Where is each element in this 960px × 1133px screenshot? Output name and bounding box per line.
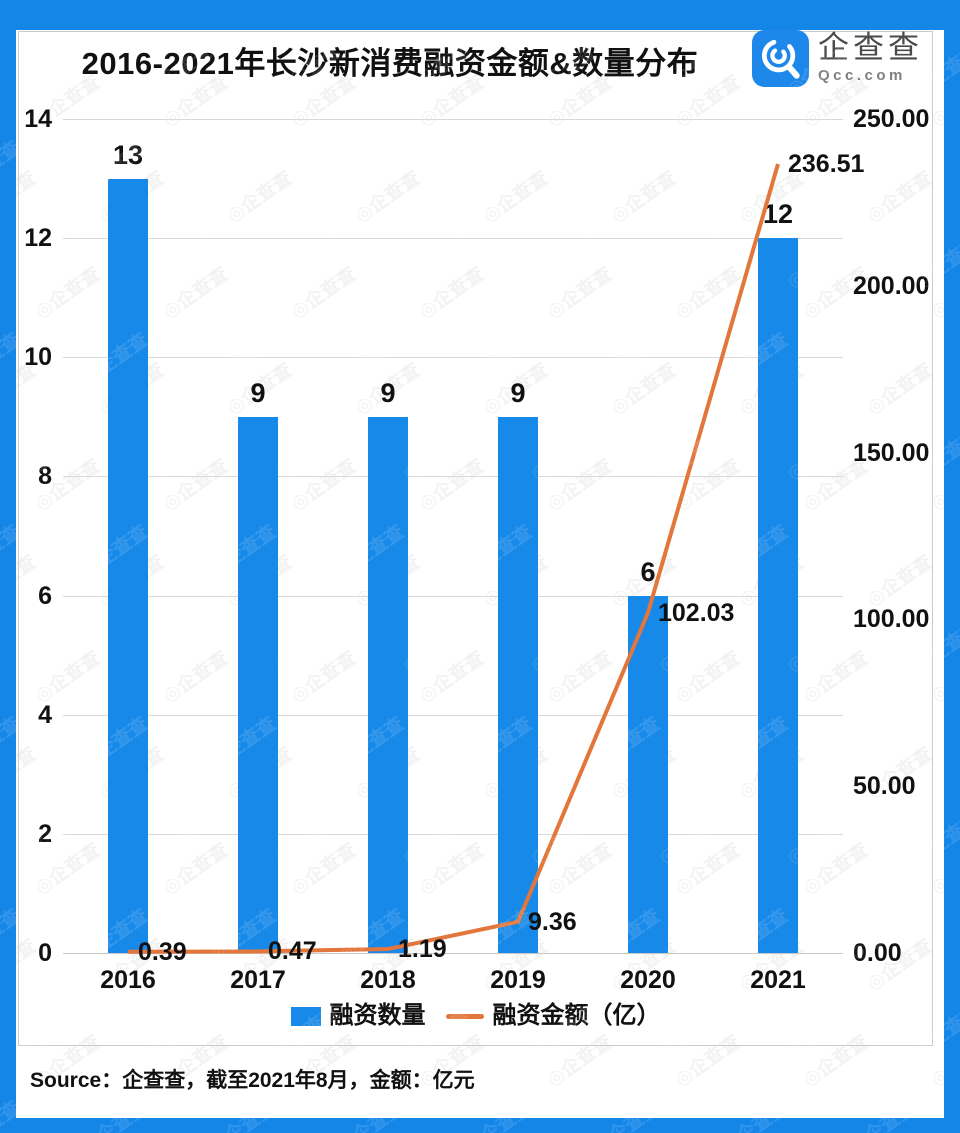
bar-2018 (368, 416, 408, 953)
qcc-domain: Qcc.com (818, 67, 906, 84)
qcc-logo-icon (752, 30, 809, 87)
legend-line-swatch (445, 1013, 484, 1019)
line-path (127, 163, 780, 954)
legend-bar-swatch (290, 1006, 321, 1026)
chart-frame (18, 31, 933, 1046)
left-axis-tick: 2 (38, 819, 52, 848)
bar-2016 (108, 178, 148, 953)
left-axis-tick: 10 (24, 343, 52, 372)
gridline (63, 833, 843, 835)
right-axis-tick: 150.00 (853, 438, 930, 467)
qcc-logo-text: 企查查 Qcc.com (818, 30, 923, 86)
right-axis-tick: 0.00 (853, 939, 902, 967)
left-axis-tick: 6 (38, 581, 52, 610)
chart-legend: 融资数量 融资金额（亿） (18, 1000, 933, 1032)
source-note: Source：企查查，截至2021年8月，金额：亿元 (30, 1069, 475, 1092)
bar-2021 (758, 238, 798, 953)
bar-value-label: 9 (380, 377, 396, 408)
gridline (63, 238, 843, 240)
line-value-label: 9.36 (528, 907, 577, 936)
x-axis-label-2021: 2021 (750, 966, 806, 994)
legend-label-line: 融资金额（亿） (492, 1002, 661, 1029)
line-value-label: 0.39 (138, 937, 187, 966)
line-value-label: 1.19 (398, 935, 447, 964)
left-axis-tick: 14 (24, 105, 52, 133)
x-axis-label-2016: 2016 (100, 966, 156, 994)
gridline (63, 714, 843, 716)
right-axis-tick: 100.00 (853, 605, 930, 634)
bar-value-label: 6 (640, 556, 656, 587)
qcc-logo: 企查查 Qcc.com (752, 30, 932, 88)
x-axis-label-2019: 2019 (490, 966, 546, 994)
left-axis-tick: 12 (24, 224, 52, 253)
left-axis-tick: 4 (38, 700, 52, 729)
gridline (63, 119, 843, 120)
line-value-label: 102.03 (658, 598, 735, 627)
right-axis-tick: 50.00 (853, 772, 916, 801)
legend-label-bar: 融资数量 (329, 1002, 426, 1029)
chart-title: 2016-2021年长沙新消费融资金额&数量分布 (81, 46, 699, 81)
left-axis-tick: 0 (38, 939, 52, 967)
x-axis-label-2017: 2017 (230, 966, 286, 994)
bar-value-label: 9 (510, 377, 526, 408)
x-axis-line (63, 953, 843, 954)
left-axis-tick: 8 (38, 462, 52, 491)
qcc-brand-name: 企查查 (818, 30, 923, 65)
bar-2020 (628, 595, 668, 953)
bar-value-label: 13 (112, 139, 144, 170)
bar-2017 (238, 416, 278, 953)
gridline (63, 595, 843, 597)
line-value-label: 236.51 (788, 150, 865, 178)
line-value-label: 0.47 (268, 937, 317, 966)
right-axis-tick: 200.00 (853, 271, 930, 300)
bar-value-label: 9 (250, 377, 266, 408)
gridline (63, 357, 843, 359)
right-axis-tick: 250.00 (853, 105, 930, 133)
gridline (63, 476, 843, 478)
x-axis-label-2020: 2020 (620, 966, 676, 994)
x-axis-label-2018: 2018 (360, 966, 416, 994)
bar-2019 (498, 416, 538, 953)
